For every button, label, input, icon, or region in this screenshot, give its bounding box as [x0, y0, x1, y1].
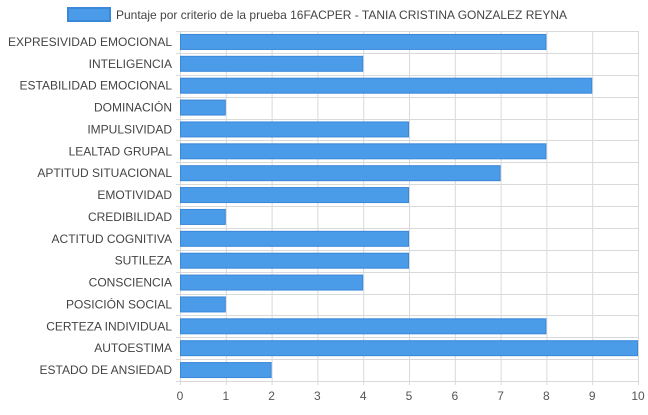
bar	[180, 99, 226, 116]
x-tick-label: 0	[177, 389, 184, 403]
category-label: IMPULSIVIDAD	[87, 122, 172, 136]
category-label: ESTABILIDAD EMOCIONAL	[20, 79, 173, 93]
bar	[180, 230, 409, 247]
category-label: ESTADO DE ANSIEDAD	[40, 363, 173, 377]
category-label: LEALTAD GRUPAL	[69, 144, 173, 158]
category-label: ACTITUD COGNITIVA	[52, 232, 172, 246]
category-label: AUTOESTIMA	[94, 341, 172, 355]
bar	[180, 187, 409, 204]
bar	[180, 208, 226, 225]
bar	[180, 121, 409, 138]
bar	[180, 77, 593, 94]
x-tick-label: 8	[543, 389, 550, 403]
x-tick-label: 5	[406, 389, 413, 403]
bars	[180, 33, 638, 379]
category-label: CREDIBILIDAD	[88, 210, 172, 224]
category-label: INTELIGENCIA	[89, 57, 172, 71]
x-tick-label: 4	[360, 389, 367, 403]
x-tick-label: 9	[589, 389, 596, 403]
bar	[180, 55, 364, 72]
bar	[180, 33, 547, 50]
category-label: DOMINACIÓN	[94, 100, 172, 115]
category-label: APTITUD SITUACIONAL	[37, 166, 172, 180]
bar	[180, 340, 638, 357]
legend-swatch	[67, 7, 111, 22]
x-tick-label: 2	[268, 389, 275, 403]
bar	[180, 318, 547, 335]
x-tick-label: 1	[222, 389, 229, 403]
bar	[180, 165, 501, 182]
category-label: EXPRESIVIDAD EMOCIONAL	[8, 35, 172, 49]
x-tick-label: 6	[451, 389, 458, 403]
category-label: POSICIÓN SOCIAL	[66, 296, 172, 311]
x-axis-ticks: 0 1 2 3 4 5 6 7 8 9 10	[177, 389, 645, 403]
legend-label: Puntaje por criterio de la prueba 16FACP…	[116, 8, 567, 22]
bar	[180, 296, 226, 313]
category-label: CONSCIENCIA	[89, 276, 172, 290]
bar	[180, 252, 409, 269]
x-tick-label: 3	[314, 389, 321, 403]
bar	[180, 143, 547, 160]
legend: Puntaje por criterio de la prueba 16FACP…	[67, 7, 567, 22]
category-labels: EXPRESIVIDAD EMOCIONAL INTELIGENCIA ESTABI…	[8, 35, 172, 377]
category-label: CERTEZA INDIVIDUAL	[46, 319, 172, 333]
bar	[180, 274, 364, 291]
bar	[180, 362, 272, 379]
category-label: EMOTIVIDAD	[97, 188, 172, 202]
x-tick-label: 10	[631, 389, 645, 403]
x-tick-label: 7	[497, 389, 504, 403]
category-label: SUTILEZA	[115, 254, 172, 268]
